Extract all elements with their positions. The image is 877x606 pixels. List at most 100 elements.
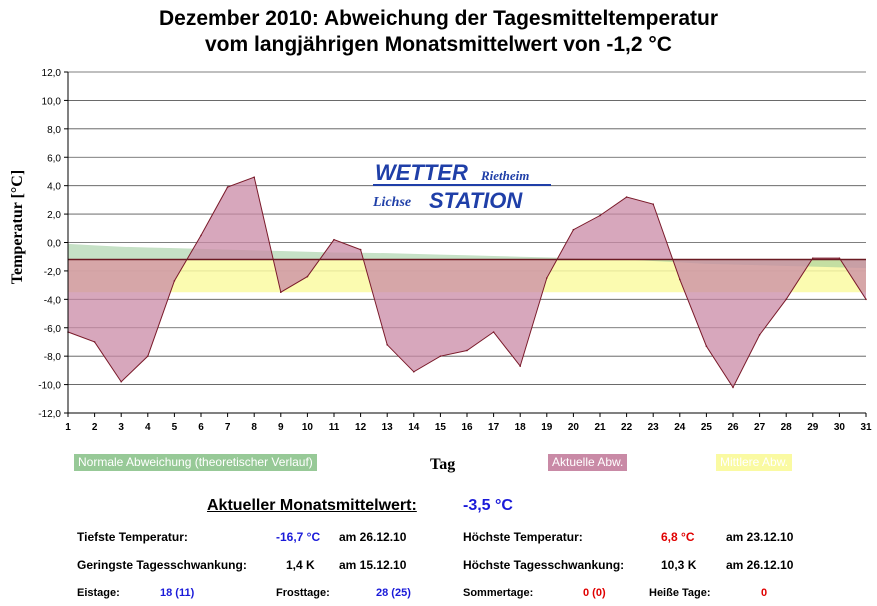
x-tick-label: 21	[594, 422, 606, 433]
hoechste-value: 6,8 °C	[661, 530, 695, 544]
data-point-day-4	[147, 355, 149, 357]
x-tick-label: 8	[251, 422, 257, 433]
data-point-day-12	[359, 248, 362, 251]
data-point-day-23	[652, 203, 654, 205]
data-point-day-27	[758, 334, 761, 336]
y-tick-label: -2,0	[44, 267, 62, 278]
data-point-day-9	[280, 291, 282, 294]
x-tick-label: 3	[118, 422, 124, 433]
x-tick-label: 1	[65, 422, 71, 433]
x-tick-label: 18	[515, 422, 527, 433]
x-tick-label: 5	[172, 422, 178, 433]
x-tick-label: 11	[329, 422, 340, 433]
x-tick-label: 26	[727, 422, 739, 433]
data-point-day-26	[732, 386, 734, 389]
y-tick-label: -12,0	[38, 409, 61, 420]
geringste-value: 1,4 K	[286, 558, 315, 572]
data-point-day-5	[173, 280, 176, 282]
chart-title-line2: vom langjährigen Monatsmittelwert von -1…	[205, 33, 672, 56]
y-tick-label: -8,0	[44, 352, 62, 363]
data-point-day-21	[599, 214, 601, 217]
data-point-day-28	[785, 298, 787, 301]
geringste-label: Geringste Tagesschwankung:	[77, 558, 247, 572]
x-tick-label: 15	[435, 422, 447, 433]
frosttage-label: Frosttage:	[276, 587, 330, 599]
chart-title-line1: Dezember 2010: Abweichung der Tagesmitte…	[159, 7, 718, 30]
data-point-day-22	[625, 196, 628, 198]
legend-normal-abweichung: Normale Abweichung (theoretischer Verlau…	[74, 454, 317, 471]
x-tick-label: 10	[302, 422, 314, 433]
y-tick-label: 2,0	[47, 210, 61, 221]
data-point-day-30	[838, 257, 841, 259]
svg-text:STATION: STATION	[429, 188, 523, 213]
data-point-day-18	[519, 365, 521, 367]
svg-text:Lichse: Lichse	[372, 195, 411, 210]
x-tick-label: 7	[225, 422, 231, 433]
data-point-day-11	[333, 238, 335, 241]
data-point-day-25	[705, 345, 708, 348]
y-tick-label: 8,0	[47, 125, 61, 136]
y-tick-label: -6,0	[44, 324, 62, 335]
monatsmittel-label: Aktueller Monatsmittelwert:	[207, 497, 417, 514]
x-tick-label: 31	[860, 422, 872, 433]
hoechste-date: am 23.12.10	[726, 530, 794, 544]
data-point-day-17	[492, 331, 495, 333]
wetterstation-logo: WETTER Rietheim Lichse STATION	[372, 160, 551, 213]
x-tick-label: 4	[145, 422, 151, 433]
svg-text:WETTER: WETTER	[375, 160, 468, 185]
tiefste-value: -16,7 °C	[276, 530, 321, 544]
x-tick-label: 9	[278, 422, 284, 433]
data-point-day-3	[120, 380, 122, 383]
x-tick-label: 29	[807, 422, 819, 433]
x-tick-label: 24	[674, 422, 686, 433]
x-tick-label: 20	[568, 422, 580, 433]
data-point-day-19	[546, 277, 548, 279]
frosttage-value: 28 (25)	[376, 587, 411, 599]
x-tick-label: 17	[488, 422, 500, 433]
data-point-day-10	[306, 275, 309, 278]
y-tick-label: -10,0	[38, 381, 61, 392]
heisse-label: Heiße Tage:	[649, 587, 711, 599]
y-tick-label: 6,0	[47, 153, 61, 164]
x-tick-label: 27	[754, 422, 766, 433]
data-point-day-29	[812, 257, 814, 259]
data-point-day-6	[200, 234, 202, 237]
actual-deviation-area	[68, 177, 866, 388]
x-tick-label: 30	[834, 422, 846, 433]
y-tick-label: 0,0	[47, 239, 61, 250]
x-axis-label: Tag	[430, 456, 456, 473]
eistage-label: Eistage:	[77, 587, 120, 599]
x-tick-label: 16	[461, 422, 473, 433]
data-point-day-24	[679, 278, 681, 281]
hoechste-schw-date: am 26.12.10	[726, 558, 794, 572]
data-point-day-14	[413, 370, 415, 373]
geringste-date: am 15.12.10	[339, 558, 407, 572]
data-point-day-2	[93, 341, 96, 343]
monatsmittel-value: -3,5 °C	[463, 497, 513, 514]
x-tick-label: 19	[541, 422, 553, 433]
x-tick-label: 13	[382, 422, 394, 433]
x-tick-label: 12	[355, 422, 367, 433]
y-tick-label: -4,0	[44, 295, 62, 306]
data-point-day-31	[865, 298, 867, 301]
data-point-day-20	[572, 228, 575, 231]
tiefste-date: am 26.12.10	[339, 530, 407, 544]
legend-mittlere-abw: Mittlere Abw.	[716, 454, 793, 471]
sommertage-value: 0 (0)	[583, 587, 606, 599]
normal-deviation-area	[68, 243, 866, 269]
heisse-value: 0	[761, 587, 768, 599]
x-tick-label: 2	[92, 422, 98, 433]
x-tick-label: 23	[648, 422, 660, 433]
y-axis-label: Temperatur [°C]	[9, 169, 26, 285]
x-tick-label: 14	[408, 422, 420, 433]
hoechste-schw-value: 10,3 K	[661, 558, 697, 572]
eistage-value: 18 (11)	[160, 587, 195, 599]
svg-text:Rietheim: Rietheim	[480, 168, 529, 183]
x-tick-label: 25	[701, 422, 713, 433]
hoechste-label: Höchste Temperatur:	[463, 530, 583, 544]
y-tick-label: 12,0	[42, 68, 62, 79]
y-tick-label: 10,0	[42, 96, 62, 107]
sommertage-label: Sommertage:	[463, 587, 534, 599]
data-point-day-7	[226, 186, 229, 188]
